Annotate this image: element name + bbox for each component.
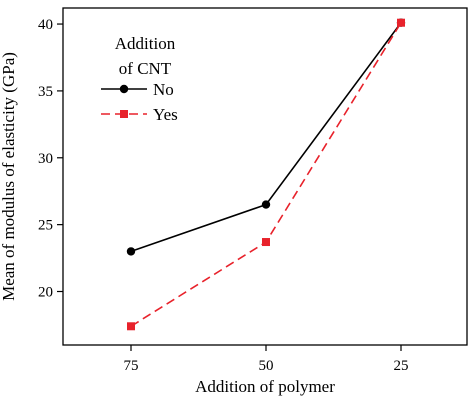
y-tick-label: 25 (38, 218, 53, 234)
y-axis-title: Mean of modulus of elasticity (GPa) (0, 52, 18, 301)
data-point-no (261, 200, 271, 209)
data-point-yes (127, 322, 135, 331)
legend-title-line: of CNT (119, 59, 172, 78)
x-tick-label: 75 (124, 358, 139, 374)
y-tick-label: 20 (38, 285, 53, 301)
y-tick-label: 40 (38, 17, 53, 33)
x-tick-label: 50 (259, 358, 274, 374)
y-tick-label: 30 (38, 151, 53, 167)
axes: 20 25 30 35 40 75 50 25 (38, 7, 468, 374)
data-point-yes (262, 238, 270, 247)
x-axis-title: Addition of polymer (195, 377, 335, 396)
legend: Addition of CNT No Yes (101, 34, 178, 124)
legend-label-no: No (153, 80, 174, 99)
plot-frame (62, 7, 468, 346)
y-tick-label: 35 (38, 84, 53, 100)
data-point-no (126, 247, 136, 256)
legend-marker-yes (120, 110, 128, 118)
legend-marker-no (119, 84, 129, 94)
data-point-yes (397, 18, 405, 27)
legend-label-yes: Yes (153, 105, 178, 124)
legend-title-line: Addition (115, 34, 176, 53)
x-tick-label: 25 (394, 358, 409, 374)
series-line-no (130, 22, 402, 253)
series-lines (126, 18, 406, 331)
series-line-yes (130, 22, 402, 327)
